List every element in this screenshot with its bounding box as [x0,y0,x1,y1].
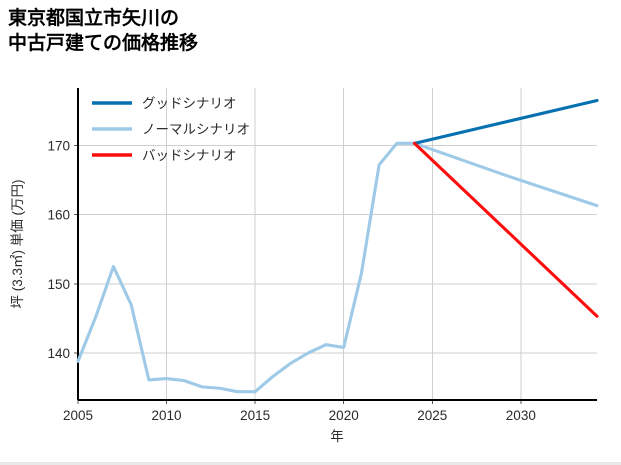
legend-label-good: グッドシナリオ [142,96,237,111]
y-tick-label: 150 [47,277,70,292]
y-tick-labels: 140 150 160 170 [47,138,70,361]
series-line-bad [413,141,599,318]
y-axis-title: 坪 (3.3㎡) 単価 (万円) [10,179,25,308]
x-tick-label: 2020 [329,408,359,423]
x-tick-label: 2005 [63,408,93,423]
tickmarks-group [74,144,522,404]
figure-bottom-rule [0,462,621,465]
axis-spines [76,88,597,402]
x-tick-label: 2010 [152,408,182,423]
y-tick-label: 170 [47,138,70,153]
x-axis-title: 年 [330,429,344,444]
data-series-group [76,98,599,394]
y-tick-label: 160 [47,208,70,223]
series-line-normal [76,141,599,394]
x-tick-label: 2030 [506,408,536,423]
x-tick-label: 2015 [240,408,270,423]
legend-label-normal: ノーマルシナリオ [142,122,250,137]
series-line-good [413,98,599,145]
legend-label-bad: バッドシナリオ [142,148,237,163]
y-tick-label: 140 [47,346,70,361]
x-tick-label: 2025 [417,408,447,423]
chart-title: 東京都国立市矢川の 中古戸建ての価格推移 [8,8,199,54]
x-tick-labels: 2005 2010 2015 2020 2025 2030 [63,408,536,423]
